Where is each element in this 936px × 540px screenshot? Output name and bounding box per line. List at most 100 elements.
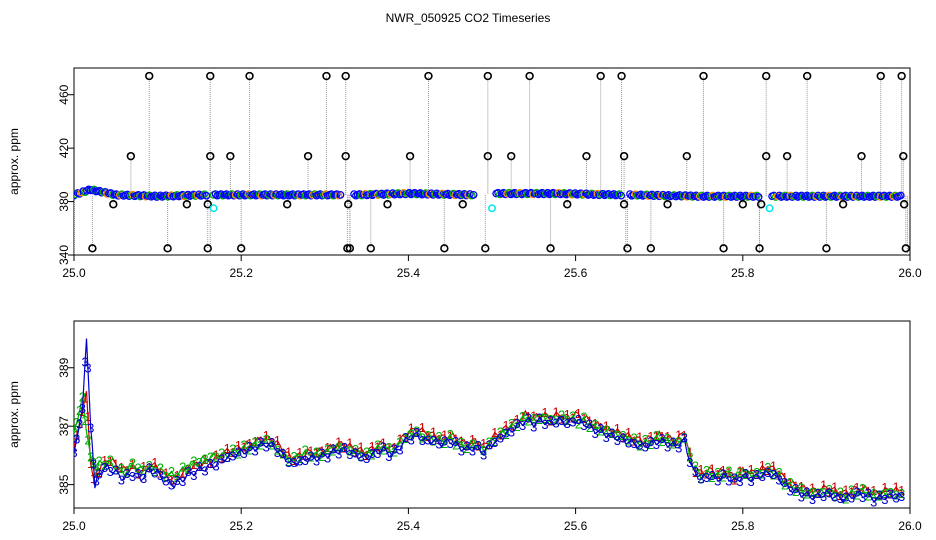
series-3-marker: 3 <box>725 474 732 489</box>
series-1-marker: 1 <box>870 483 877 498</box>
series-2-marker: 2 <box>70 425 77 440</box>
series-1-marker: 1 <box>435 432 442 447</box>
bottom-y-tick-label: 385 <box>57 474 71 494</box>
series-3-marker: 3 <box>720 467 727 482</box>
series-3-marker: 3 <box>731 471 738 486</box>
series-2-marker: 2 <box>686 449 693 464</box>
series-2-marker: 2 <box>787 475 794 490</box>
spike-point <box>646 244 656 253</box>
series-3-marker: 3 <box>240 446 247 461</box>
spike-point <box>682 151 691 161</box>
series-3-marker: 3 <box>608 425 615 440</box>
baseline-point <box>178 190 187 199</box>
baseline-point <box>869 191 878 200</box>
series-1-marker: 1 <box>497 428 504 443</box>
spike-point <box>383 200 392 209</box>
series-3-marker: 3 <box>413 425 420 440</box>
series-1-marker: 1 <box>363 448 370 463</box>
series-3-marker: 3 <box>235 445 242 460</box>
series-3-marker: 3 <box>168 478 175 493</box>
spike-point <box>563 200 572 209</box>
series-1-marker: 1 <box>748 462 755 477</box>
series-2-marker: 2 <box>330 444 337 459</box>
series-3-line <box>74 338 903 504</box>
baseline-point <box>786 191 795 200</box>
series-1-marker: 1 <box>452 431 459 446</box>
baseline-point <box>587 189 596 198</box>
series-3-marker: 3 <box>870 494 877 509</box>
series-2-marker: 2 <box>525 413 532 428</box>
baseline-point <box>830 191 839 200</box>
series-1-marker: 1 <box>95 465 102 480</box>
baseline-point <box>336 191 345 199</box>
series-2-marker: 2 <box>625 434 632 449</box>
series-3-marker: 3 <box>831 490 838 505</box>
series-2-marker: 2 <box>101 458 108 473</box>
series-1-marker: 1 <box>93 465 100 480</box>
series-2-marker: 2 <box>246 442 253 457</box>
series-1-marker: 1 <box>681 428 688 443</box>
series-2-marker: 2 <box>173 470 180 485</box>
spike-point <box>699 71 708 81</box>
bottom-plot-frame <box>73 320 911 509</box>
top-plot-frame <box>73 67 911 256</box>
series-2-marker: 2 <box>798 481 805 496</box>
top-x-tick-label: 25.2 <box>230 266 254 280</box>
baseline-point <box>167 191 176 199</box>
series-2-marker: 2 <box>469 436 476 451</box>
baseline-point <box>444 189 452 198</box>
series-2-marker: 2 <box>285 454 292 469</box>
series-3-marker: 3 <box>458 444 465 459</box>
series-1-marker: 1 <box>129 457 136 472</box>
spike-point <box>876 71 885 81</box>
series-1-marker: 1 <box>603 418 610 433</box>
baseline-point <box>752 191 761 200</box>
baseline-point <box>117 190 126 199</box>
series-2-marker: 2 <box>134 461 141 476</box>
series-2-marker: 2 <box>591 417 598 432</box>
spike-point <box>341 151 350 161</box>
bottom-x-tick-label: 25.8 <box>731 519 755 533</box>
series-2-marker: 2 <box>441 436 448 451</box>
baseline-point <box>184 190 192 199</box>
series-2-marker: 2 <box>396 435 403 450</box>
series-3-marker: 3 <box>335 446 342 461</box>
series-1-marker: 1 <box>118 460 125 475</box>
series-3-marker: 3 <box>391 442 398 457</box>
baseline-point <box>754 193 763 201</box>
series-1-marker: 1 <box>185 462 192 477</box>
series-1-marker: 1 <box>881 480 888 495</box>
series-3-marker: 3 <box>692 464 699 479</box>
series-1-marker: 1 <box>591 416 598 431</box>
baseline-point <box>736 191 745 200</box>
series-1-marker: 1 <box>173 468 180 483</box>
series-2-marker: 2 <box>240 438 247 453</box>
series-1-marker: 1 <box>530 408 537 423</box>
series-3-marker: 3 <box>369 446 376 461</box>
series-1-marker: 1 <box>714 467 721 482</box>
spike-point <box>182 200 192 209</box>
series-2-marker: 2 <box>586 420 593 435</box>
series-3-marker: 3 <box>268 435 275 450</box>
spike-point <box>366 244 375 253</box>
series-3-marker: 3 <box>229 448 236 463</box>
series-2-marker: 2 <box>151 464 158 479</box>
series-1-marker: 1 <box>575 406 582 421</box>
series-1-marker: 1 <box>759 458 766 473</box>
baseline-point <box>653 190 662 199</box>
series-2-marker: 2 <box>530 411 537 426</box>
series-2-marker: 2 <box>190 454 197 469</box>
series-2-marker: 2 <box>408 427 415 442</box>
baseline-point <box>228 190 236 198</box>
baseline-point <box>283 190 292 198</box>
series-3-marker: 3 <box>647 434 654 449</box>
series-2-marker: 2 <box>302 442 309 457</box>
series-1-marker: 1 <box>285 444 292 459</box>
baseline-point <box>202 191 211 200</box>
series-1-marker: 1 <box>703 466 710 481</box>
spike-point <box>203 244 212 253</box>
series-3-marker: 3 <box>107 464 114 479</box>
cyan-point <box>209 204 218 213</box>
series-1-marker: 1 <box>87 456 94 471</box>
baseline-point <box>725 191 734 200</box>
